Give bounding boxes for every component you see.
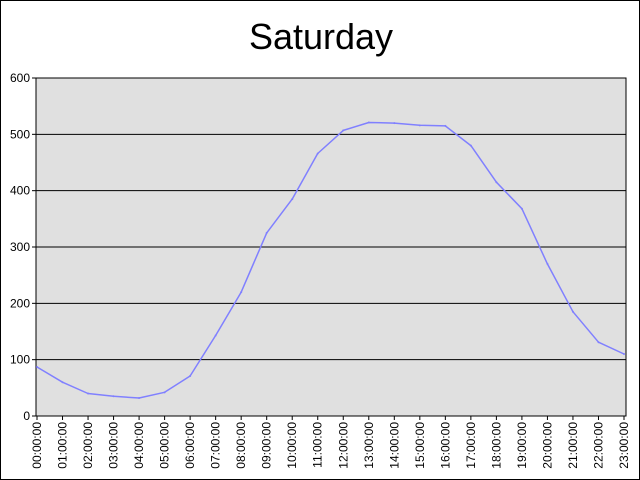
data-point	[87, 392, 90, 395]
data-point	[495, 181, 498, 184]
data-point	[367, 121, 370, 124]
x-tick-label: 00:00:00	[30, 422, 44, 469]
x-tick-label: 01:00:00	[56, 422, 70, 469]
x-tick-label: 18:00:00	[489, 422, 503, 469]
x-tick-label: 17:00:00	[464, 422, 478, 469]
data-point	[214, 334, 217, 337]
x-tick-label: 15:00:00	[413, 422, 427, 469]
chart-title: Saturday	[249, 16, 393, 57]
x-tick-label: 22:00:00	[591, 422, 605, 469]
data-point	[112, 395, 115, 398]
y-tick-label: 400	[10, 184, 30, 198]
data-point	[189, 375, 192, 378]
data-point	[163, 391, 166, 394]
x-tick-label: 07:00:00	[209, 422, 223, 469]
series-line	[36, 121, 625, 399]
x-tick-label: 20:00:00	[540, 422, 554, 469]
data-point	[469, 144, 472, 147]
y-tick-label: 100	[10, 353, 30, 367]
x-tick-label: 13:00:00	[362, 422, 376, 469]
data-point	[291, 198, 294, 201]
data-point	[138, 396, 141, 399]
x-tick-label: 16:00:00	[438, 422, 452, 469]
data-point	[444, 124, 447, 127]
y-tick-label: 200	[10, 296, 30, 310]
x-tick-label: 19:00:00	[515, 422, 529, 469]
data-point	[36, 365, 38, 368]
y-tick-label: 500	[10, 127, 30, 141]
data-point	[597, 341, 600, 344]
data-point	[240, 291, 243, 294]
x-tick-label: 02:00:00	[81, 422, 95, 469]
data-point	[316, 152, 319, 155]
x-tick-label: 14:00:00	[387, 422, 401, 469]
x-tick-label: 05:00:00	[158, 422, 172, 469]
x-axis: 00:00:00 01:00:00 02:00:00 03:00:00 04:00:00…	[30, 416, 631, 469]
y-tick-label: 0	[23, 409, 30, 423]
data-point	[571, 310, 574, 313]
gridlines	[36, 133, 626, 361]
x-tick-label: 21:00:00	[566, 422, 580, 469]
x-tick-label: 03:00:00	[107, 422, 121, 469]
data-point	[520, 207, 523, 210]
x-tick-label: 11:00:00	[311, 422, 325, 468]
series-group	[36, 121, 625, 399]
x-tick-label: 10:00:00	[285, 422, 299, 469]
x-tick-label: 12:00:00	[336, 422, 350, 469]
y-tick-label: 600	[10, 71, 30, 85]
x-tick-label: 23:00:00	[617, 422, 631, 469]
y-tick-label: 300	[10, 240, 30, 254]
data-point	[623, 353, 625, 356]
y-axis: 0 100 200 300 400 500 600	[10, 71, 36, 423]
x-tick-label: 06:00:00	[183, 422, 197, 469]
data-point	[61, 381, 64, 384]
data-point	[342, 129, 345, 132]
data-point	[265, 231, 268, 234]
data-point	[546, 262, 549, 265]
x-tick-label: 08:00:00	[234, 422, 248, 469]
data-point	[418, 124, 421, 127]
x-tick-label: 09:00:00	[260, 422, 274, 469]
data-point	[393, 122, 396, 125]
x-tick-label: 04:00:00	[132, 422, 146, 469]
